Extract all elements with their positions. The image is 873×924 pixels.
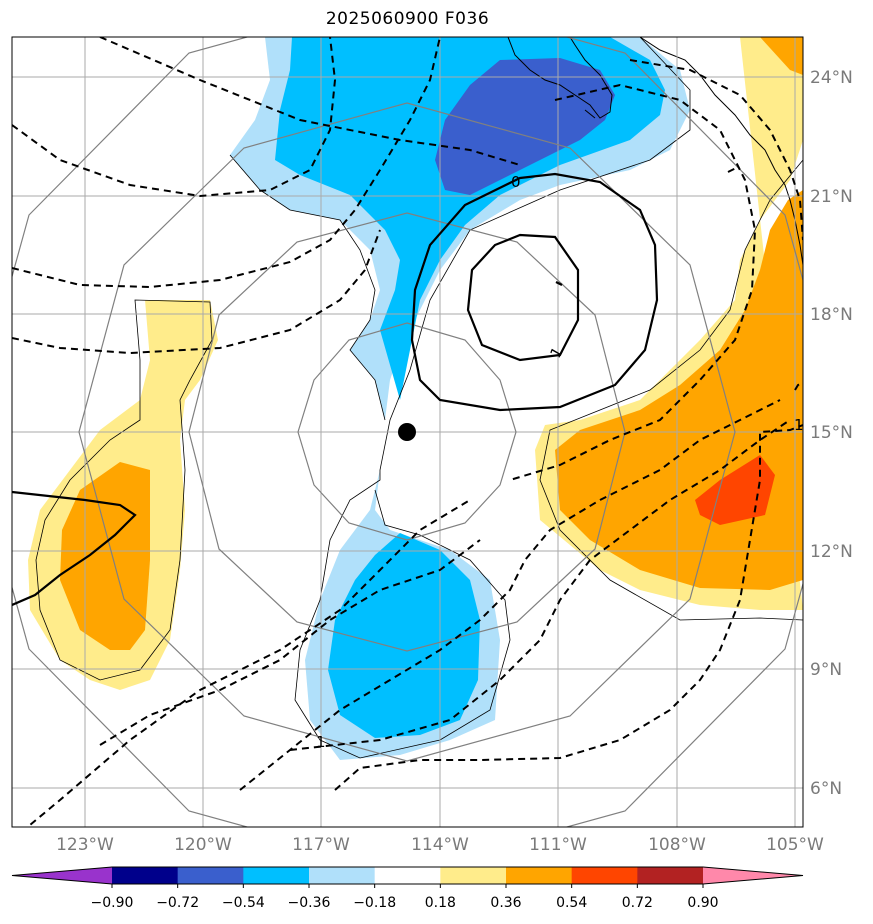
plot-frame bbox=[11, 36, 804, 828]
latitude-label: 21°N bbox=[810, 187, 853, 207]
colorbar-segment bbox=[112, 867, 179, 884]
colorbar-tick-label: −0.90 bbox=[91, 895, 134, 911]
contour-label: 1 bbox=[794, 416, 804, 434]
colorbar-tick-label: 0.90 bbox=[687, 895, 718, 911]
dashed-contours bbox=[12, 37, 803, 827]
colorbar-tick-label: −0.72 bbox=[156, 895, 199, 911]
colorbar-tick-label: −0.36 bbox=[288, 895, 331, 911]
map-title: 2025060900 F036 bbox=[325, 9, 490, 29]
longitude-label: 123°W bbox=[56, 835, 114, 855]
latitude-axis: 24°N 21°N 18°N 15°N 12°N 9°N 6°N bbox=[810, 68, 853, 799]
coastline bbox=[507, 37, 803, 266]
longitude-label: 105°W bbox=[766, 835, 824, 855]
colorbar-tick-label: −0.54 bbox=[222, 895, 265, 911]
colorbar-segment bbox=[374, 867, 441, 884]
colorbar-tick-label: 0.54 bbox=[556, 895, 587, 911]
colorbar-segment bbox=[506, 867, 573, 884]
colorbar-segment bbox=[243, 867, 310, 884]
colorbar-segment bbox=[309, 867, 376, 884]
colorbar-segments bbox=[11, 866, 804, 885]
colorbar-segment bbox=[571, 867, 638, 884]
latitude-label: 24°N bbox=[810, 68, 853, 88]
colorbar-segment bbox=[637, 867, 704, 884]
colorbar-tick-label: 0.36 bbox=[490, 895, 521, 911]
colorbar-ticks: −0.90 −0.72 −0.54 −0.36 −0.18 0.18 0.36 0.54 0.7… bbox=[91, 884, 719, 911]
colorbar-segment bbox=[440, 867, 507, 884]
contour-label: 0 bbox=[511, 173, 521, 191]
thin-outline-contours bbox=[35, 37, 803, 759]
longitude-label: 108°W bbox=[648, 835, 706, 855]
longitude-label: 117°W bbox=[292, 835, 350, 855]
latitude-label: 6°N bbox=[810, 779, 842, 799]
map-plot-area: 0 1 1 1 bbox=[12, 37, 804, 827]
colorbar-tick-label: 0.72 bbox=[622, 895, 653, 911]
latitude-label: 15°N bbox=[810, 423, 853, 443]
longitude-axis: 123°W 120°W 117°W 114°W 111°W 108°W 105°… bbox=[56, 835, 824, 855]
latitude-label: 9°N bbox=[810, 660, 842, 680]
longitude-label: 111°W bbox=[529, 835, 587, 855]
colorbar-extend-low bbox=[12, 867, 112, 884]
colorbar-tick-label: −0.18 bbox=[353, 895, 396, 911]
colorbar-tick-label: 0.18 bbox=[425, 895, 456, 911]
range-rings bbox=[12, 37, 803, 827]
storm-center-marker bbox=[398, 423, 416, 441]
colorbar-extend-high bbox=[703, 867, 803, 884]
weak-negative-fill bbox=[230, 37, 690, 760]
colorbar-segment bbox=[177, 867, 244, 884]
longitude-label: 114°W bbox=[411, 835, 469, 855]
latitude-label: 12°N bbox=[810, 542, 853, 562]
contour-label: 1 bbox=[316, 733, 326, 751]
colorbar: −0.90 −0.72 −0.54 −0.36 −0.18 0.18 0.36 0.54 0.7… bbox=[11, 866, 804, 911]
longitude-label: 120°W bbox=[174, 835, 232, 855]
solid-contours bbox=[12, 172, 659, 607]
latitude-label: 18°N bbox=[810, 305, 853, 325]
